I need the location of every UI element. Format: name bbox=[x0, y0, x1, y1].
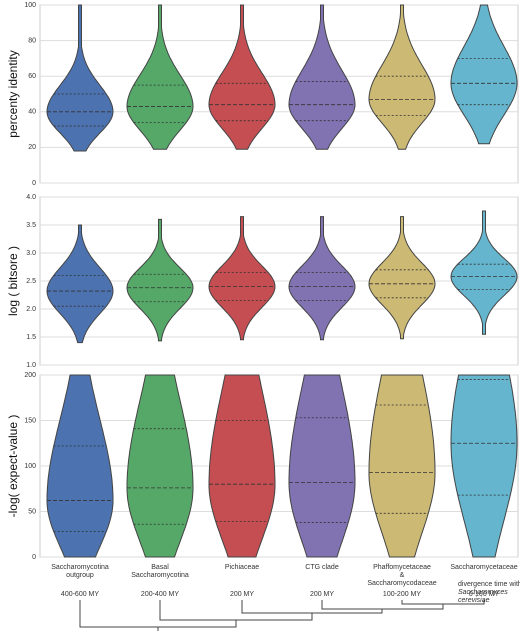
violin bbox=[46, 4, 114, 152]
violin bbox=[208, 374, 276, 558]
category-line: Phaffomycetaceae bbox=[373, 564, 431, 571]
violin bbox=[288, 216, 356, 341]
violin bbox=[450, 210, 518, 335]
y-axis-label: log ( bitsore ) bbox=[6, 246, 20, 316]
tree-branch bbox=[79, 600, 237, 628]
y-tick-label: 50 bbox=[28, 508, 36, 515]
tree-branch bbox=[241, 600, 383, 614]
violin bbox=[126, 4, 194, 150]
violin bbox=[368, 374, 436, 558]
category-line: Saccharomycotina bbox=[131, 572, 189, 579]
category-line: Saccharomycodaceae bbox=[367, 580, 436, 587]
y-tick-label: 2.5 bbox=[26, 278, 36, 285]
category-line: outgroup bbox=[66, 572, 94, 579]
violin bbox=[46, 374, 114, 558]
divergence-time: 0-100 MY bbox=[469, 591, 500, 598]
category-line: Basal bbox=[151, 564, 169, 571]
category-line: & bbox=[400, 572, 405, 579]
violin bbox=[208, 4, 276, 150]
violin bbox=[368, 216, 436, 340]
divergence-time: 400-600 MY bbox=[61, 591, 99, 598]
category-label: Phaffomycetaceae & Saccharomycodaceae bbox=[367, 564, 436, 587]
category-line: Pichiaceae bbox=[225, 564, 259, 571]
y-tick-label: 40 bbox=[28, 109, 36, 116]
violin bbox=[450, 374, 518, 558]
y-tick-label: 3.0 bbox=[26, 250, 36, 257]
y-axis-label: percenty identity bbox=[6, 50, 20, 137]
panel-frame bbox=[39, 4, 519, 184]
category-label: Saccharomycotina outgroup bbox=[51, 564, 109, 579]
violin bbox=[288, 374, 356, 558]
y-tick-label: 200 bbox=[24, 372, 36, 379]
y-tick-label: 3.5 bbox=[26, 222, 36, 229]
violin bbox=[450, 4, 518, 145]
category-label: Basal Saccharomycotina bbox=[131, 564, 189, 579]
note: divergence time with bbox=[458, 581, 520, 588]
y-tick-label: 20 bbox=[28, 144, 36, 151]
y-tick-label: 0 bbox=[32, 554, 36, 561]
violin bbox=[126, 218, 194, 342]
y-tick-label: 100 bbox=[24, 463, 36, 470]
divergence-time: 200-400 MY bbox=[141, 591, 179, 598]
y-tick-label: 1.0 bbox=[26, 362, 36, 369]
category-label: Saccharomycetaceae bbox=[450, 564, 517, 571]
category-line: Saccharomycetaceae bbox=[450, 564, 517, 571]
y-axis-label: -log( expect-value ) bbox=[6, 415, 20, 518]
violin bbox=[288, 4, 356, 150]
y-tick-label: 80 bbox=[28, 37, 36, 44]
y-tick-label: 150 bbox=[24, 417, 36, 424]
y-tick-label: 2.0 bbox=[26, 306, 36, 313]
category-label: CTG clade bbox=[305, 564, 339, 571]
divergence-time: 200 MY bbox=[230, 591, 254, 598]
category-line: CTG clade bbox=[305, 564, 339, 571]
violin bbox=[46, 224, 114, 344]
note: Saccharomyces bbox=[458, 589, 508, 596]
y-tick-label: 4.0 bbox=[26, 194, 36, 201]
divergence-time: 200 MY bbox=[310, 591, 334, 598]
violin bbox=[208, 216, 276, 341]
y-tick-label: 1.5 bbox=[26, 334, 36, 341]
y-tick-label: 60 bbox=[28, 73, 36, 80]
tree bbox=[79, 600, 485, 631]
y-tick-label: 100 bbox=[24, 2, 36, 9]
y-tick-label: 0 bbox=[32, 180, 36, 187]
violin bbox=[126, 374, 194, 558]
divergence-time: 100-200 MY bbox=[383, 591, 421, 598]
category-label: Pichiaceae bbox=[225, 564, 259, 571]
violin bbox=[368, 4, 436, 150]
category-line: Saccharomycotina bbox=[51, 564, 109, 571]
note: cerevisiae bbox=[458, 597, 490, 604]
tree-branch bbox=[159, 600, 313, 621]
